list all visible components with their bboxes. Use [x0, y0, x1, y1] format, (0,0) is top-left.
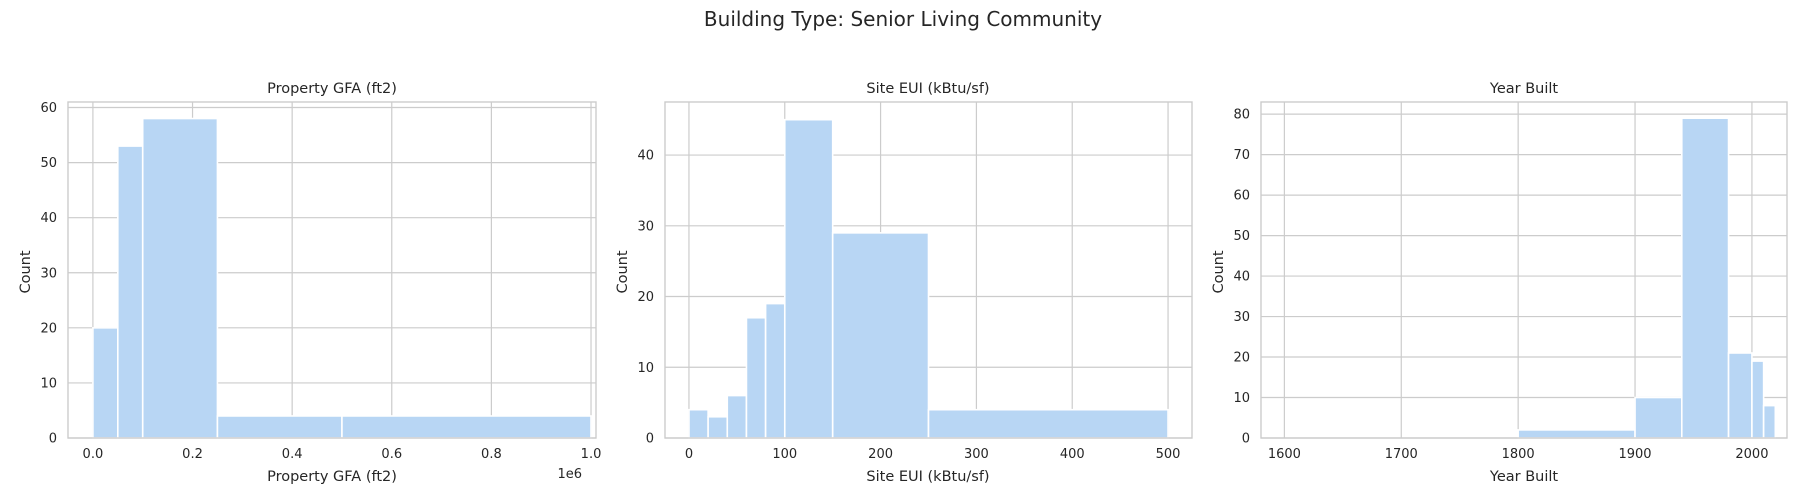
y-tick-label: 40: [1233, 270, 1250, 285]
histogram-bar: [1634, 396, 1683, 439]
y-tick-label: 40: [637, 149, 654, 164]
histogram-bar: [92, 327, 119, 439]
histogram-bar: [688, 408, 709, 439]
panel-property-gfa: Property GFA (ft2) Property GFA (ft2) Co…: [18, 81, 601, 485]
x-tick-label: 500: [1156, 447, 1181, 462]
panel-title: Year Built: [1489, 81, 1559, 97]
x-tick-label: 1600: [1268, 447, 1301, 462]
y-tick-label: 30: [637, 219, 654, 234]
histogram-bar: [745, 316, 767, 439]
y-tick-label: 60: [1233, 189, 1250, 204]
x-tick-label: 0.8: [481, 447, 502, 462]
y-axis-label: Count: [1211, 250, 1227, 293]
x-tick-label: 2000: [1735, 447, 1768, 462]
panel-year-built: Year Built Year Built Count 1600 1700 1800…: [1211, 81, 1788, 485]
histogram-bar: [1681, 117, 1730, 439]
histogram-bar: [783, 118, 834, 439]
y-tick-label: 0: [646, 432, 654, 447]
x-tick-label: 0.6: [381, 447, 402, 462]
histogram-bars: [688, 118, 1169, 439]
x-tick-label: 0.0: [83, 447, 104, 462]
x-tick-label: 300: [964, 447, 989, 462]
y-tick-label: 10: [637, 361, 654, 376]
axes-frame: [1260, 101, 1788, 439]
histogram-bar: [341, 415, 592, 439]
histogram-bar: [764, 302, 786, 439]
histogram-bar: [1727, 352, 1753, 439]
x-tick-label: 0.2: [182, 447, 203, 462]
x-tick-label: 100: [772, 447, 797, 462]
histogram-bar: [1762, 404, 1777, 439]
panel-title: Site EUI (kBtu/sf): [866, 81, 989, 97]
y-tick-label: 30: [1233, 310, 1250, 325]
y-tick-label: 30: [40, 266, 57, 281]
x-tick-label: 0.4: [282, 447, 303, 462]
y-tick-label: 0: [1242, 432, 1250, 447]
panel-title: Property GFA (ft2): [267, 81, 397, 97]
axes-frame: [67, 101, 597, 439]
y-tick-label: 60: [40, 101, 57, 116]
histogram-bar: [141, 117, 219, 439]
histogram-bar: [927, 408, 1169, 439]
x-tick-label: 200: [868, 447, 893, 462]
axes-frame: [664, 101, 1193, 439]
x-tick-label: 0: [685, 447, 693, 462]
y-tick-label: 70: [1233, 148, 1250, 163]
y-tick-label: 20: [637, 290, 654, 305]
x-axis-offset-label: 1e6: [557, 467, 582, 482]
x-tick-label: 1800: [1502, 447, 1535, 462]
x-tick-label: 1900: [1618, 447, 1651, 462]
y-tick-label: 10: [40, 376, 57, 391]
y-tick-label: 40: [40, 211, 57, 226]
y-tick-label: 10: [1233, 391, 1250, 406]
histogram-bars: [1517, 117, 1777, 439]
histogram-bar: [216, 415, 343, 439]
y-axis-label: Count: [18, 250, 34, 293]
y-tick-label: 50: [1233, 229, 1250, 244]
x-axis-label: Year Built: [1489, 469, 1559, 485]
histogram-bar: [117, 145, 144, 439]
y-tick-label: 20: [40, 321, 57, 336]
histogram-bar: [707, 415, 729, 439]
y-tick-label: 20: [1233, 351, 1250, 366]
histogram-bar: [726, 394, 748, 439]
histogram-bars: [92, 117, 592, 439]
y-axis-label: Count: [615, 250, 631, 293]
figure-suptitle: Building Type: Senior Living Community: [704, 7, 1102, 31]
histogram-bar: [1517, 429, 1636, 439]
x-tick-label: 1.0: [581, 447, 602, 462]
x-tick-label: 1700: [1385, 447, 1418, 462]
y-tick-label: 50: [40, 156, 57, 171]
y-tick-label: 80: [1233, 108, 1250, 123]
histogram-bar: [831, 232, 930, 439]
y-tick-label: 0: [49, 432, 57, 447]
histogram-bar: [1751, 360, 1765, 439]
x-tick-label: 400: [1060, 447, 1085, 462]
x-axis-label: Site EUI (kBtu/sf): [866, 469, 989, 485]
x-axis-label: Property GFA (ft2): [267, 469, 397, 485]
panel-site-eui: Site EUI (kBtu/sf) Site EUI (kBtu/sf) Co…: [615, 81, 1193, 485]
